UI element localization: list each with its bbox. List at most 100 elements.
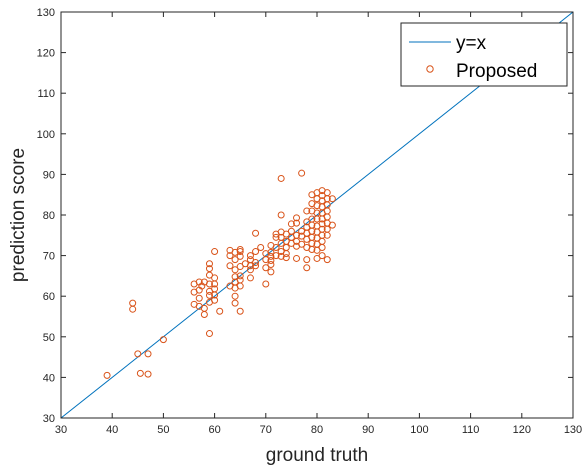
scatter-point (267, 248, 275, 256)
scatter-point (236, 282, 244, 290)
scatter-point (205, 291, 213, 299)
scatter-point (231, 292, 239, 300)
scatter-point (144, 350, 152, 358)
x-tick-label: 120 (513, 424, 531, 436)
scatter-point (323, 231, 331, 239)
y-tick-label: 110 (37, 88, 55, 100)
x-tick-label: 100 (410, 424, 428, 436)
scatter-point (328, 195, 336, 203)
y-tick-label: 80 (43, 210, 55, 222)
scatter-point (293, 214, 301, 222)
scatter-point (252, 229, 260, 237)
scatter-point (103, 371, 111, 379)
scatter-point (205, 271, 213, 279)
scatter-point (205, 260, 213, 268)
scatter-point (277, 252, 285, 260)
y-tick-label: 50 (43, 332, 55, 344)
scatter-point (236, 272, 244, 280)
scatter-point (246, 252, 254, 260)
scatter-point (231, 299, 239, 307)
scatter-point (293, 219, 301, 227)
axis-ticks: 30 40 50 60 70 80 90 100 110 120 130 30 40 50 60 70 80 90… (37, 7, 583, 436)
scatter-point (303, 218, 311, 226)
x-tick-label: 50 (157, 424, 169, 436)
scatter-point (313, 215, 321, 223)
y-tick-label: 90 (43, 169, 55, 181)
scatter-point (231, 266, 239, 274)
y-tick-label: 30 (43, 413, 55, 425)
legend-marker-icon (426, 65, 434, 73)
scatter-point (136, 369, 144, 377)
x-tick-label: 110 (462, 424, 480, 436)
scatter-point (318, 252, 326, 260)
scatter-point (298, 240, 306, 248)
y-tick-label: 130 (37, 7, 55, 19)
scatter-point (236, 246, 244, 254)
scatter-point (303, 207, 311, 215)
legend-box (400, 22, 568, 87)
y-tick-label: 60 (43, 291, 55, 303)
scatter-point (211, 248, 219, 256)
x-tick-label: 60 (208, 424, 220, 436)
scatter-point (293, 254, 301, 262)
x-tick-label: 130 (564, 424, 582, 436)
legend-entry-line: y=x (456, 33, 487, 54)
scatter-point (205, 330, 213, 338)
x-axis-label: ground truth (266, 445, 368, 466)
y-tick-label: 70 (43, 251, 55, 263)
scatter-point (159, 336, 167, 344)
x-tick-label: 90 (362, 424, 374, 436)
scatter-point (272, 233, 280, 241)
scatter-point (277, 211, 285, 219)
scatter-point (323, 256, 331, 264)
scatter-point (313, 246, 321, 254)
scatter-point (195, 294, 203, 302)
scatter-point (287, 220, 295, 228)
scatter-point (252, 259, 260, 266)
scatter-point (205, 280, 213, 288)
scatter-point (246, 262, 254, 270)
scatter-point (303, 264, 311, 272)
y-tick-label: 40 (43, 372, 55, 384)
scatter-point (226, 252, 234, 260)
scatter-point (328, 221, 336, 229)
scatter-point (277, 174, 285, 182)
scatter-point (313, 202, 321, 210)
scatter-point (236, 248, 244, 256)
scatter-point (267, 256, 275, 264)
scatter-point (231, 256, 239, 264)
scatter-point (226, 262, 234, 270)
scatter-point (236, 263, 244, 271)
scatter-point (252, 248, 260, 256)
scatter-point (318, 243, 326, 251)
scatter-point (211, 280, 219, 288)
scatter-point (246, 274, 254, 282)
scatter-point (293, 237, 301, 245)
scatter-point (216, 307, 224, 315)
scatter-point (129, 305, 137, 313)
y-tick-label: 100 (37, 129, 55, 141)
scatter-point (318, 192, 326, 200)
scatter-point (267, 252, 275, 260)
scatter-point (262, 256, 270, 264)
scatter-point (298, 169, 306, 177)
scatter-point (272, 243, 280, 251)
scatter-point (252, 262, 260, 270)
scatter-point (282, 230, 290, 238)
scatter-point (246, 266, 254, 274)
x-tick-label: 70 (260, 424, 272, 436)
y-axis-label: prediction score (8, 148, 29, 282)
scatter-point (303, 256, 311, 264)
scatter-point (236, 252, 244, 260)
scatter-point (144, 370, 152, 378)
y-tick-label: 120 (37, 48, 55, 60)
scatter-point (231, 248, 239, 256)
scatter-point (313, 254, 321, 262)
scatter-point (211, 291, 219, 299)
scatter-point (211, 296, 219, 304)
scatter-point (308, 246, 316, 254)
scatter-point (262, 280, 270, 288)
plot-area (60, 11, 574, 419)
scatter-point (282, 250, 290, 258)
